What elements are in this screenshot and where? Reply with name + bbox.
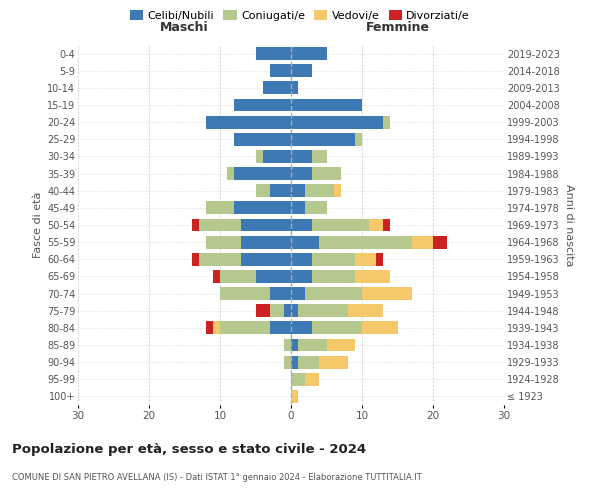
Bar — [291, 390, 298, 403]
Bar — [291, 356, 298, 368]
Bar — [362, 322, 398, 334]
Bar — [313, 150, 326, 163]
Bar — [241, 218, 291, 232]
Text: COMUNE DI SAN PIETRO AVELLANA (IS) - Dati ISTAT 1° gennaio 2024 - Elaborazione T: COMUNE DI SAN PIETRO AVELLANA (IS) - Dat… — [12, 472, 422, 482]
Bar — [313, 270, 355, 283]
Bar — [263, 82, 291, 94]
Bar — [256, 47, 291, 60]
Bar — [291, 218, 313, 232]
Bar — [284, 338, 291, 351]
Bar — [291, 338, 298, 351]
Bar — [313, 322, 362, 334]
Bar — [206, 236, 241, 248]
Text: Femmine: Femmine — [365, 21, 430, 34]
Legend: Celibi/Nubili, Coniugati/e, Vedovi/e, Divorziati/e: Celibi/Nubili, Coniugati/e, Vedovi/e, Di… — [125, 6, 475, 25]
Bar — [383, 218, 391, 232]
Bar — [291, 236, 319, 248]
Bar — [220, 270, 256, 283]
Bar — [291, 150, 313, 163]
Bar — [291, 373, 305, 386]
Bar — [234, 202, 291, 214]
Bar — [355, 133, 362, 145]
Bar — [199, 253, 241, 266]
Bar — [199, 218, 241, 232]
Bar — [291, 98, 362, 112]
Bar — [291, 167, 313, 180]
Bar — [291, 304, 298, 317]
Bar — [263, 150, 291, 163]
Bar — [376, 253, 383, 266]
Bar — [298, 304, 348, 317]
Bar — [291, 82, 298, 94]
Bar — [313, 253, 355, 266]
Bar — [291, 184, 305, 197]
Bar — [355, 253, 376, 266]
Bar — [348, 304, 383, 317]
Bar — [291, 253, 313, 266]
Bar — [383, 116, 391, 128]
Bar — [256, 304, 270, 317]
Bar — [241, 253, 291, 266]
Bar — [291, 47, 326, 60]
Bar — [369, 218, 383, 232]
Bar — [284, 356, 291, 368]
Bar — [362, 287, 412, 300]
Bar — [305, 287, 362, 300]
Text: Maschi: Maschi — [160, 21, 209, 34]
Bar — [334, 184, 341, 197]
Bar — [291, 322, 313, 334]
Bar — [355, 270, 391, 283]
Bar — [298, 338, 326, 351]
Bar — [319, 356, 348, 368]
Bar — [313, 218, 369, 232]
Y-axis label: Anni di nascita: Anni di nascita — [564, 184, 574, 266]
Bar — [291, 287, 305, 300]
Bar — [291, 270, 313, 283]
Bar — [305, 184, 334, 197]
Bar — [291, 116, 383, 128]
Bar — [305, 373, 319, 386]
Bar — [206, 202, 234, 214]
Bar — [298, 356, 319, 368]
Bar — [256, 150, 263, 163]
Bar — [433, 236, 447, 248]
Bar — [206, 322, 213, 334]
Bar — [270, 304, 284, 317]
Bar — [270, 287, 291, 300]
Bar — [256, 270, 291, 283]
Bar — [284, 304, 291, 317]
Bar — [270, 64, 291, 77]
Bar — [270, 184, 291, 197]
Bar — [213, 270, 220, 283]
Bar — [291, 133, 355, 145]
Bar — [412, 236, 433, 248]
Bar — [234, 98, 291, 112]
Bar — [270, 322, 291, 334]
Bar — [241, 236, 291, 248]
Bar — [191, 253, 199, 266]
Bar — [256, 184, 270, 197]
Bar — [326, 338, 355, 351]
Bar — [220, 287, 270, 300]
Bar — [191, 218, 199, 232]
Bar — [291, 202, 305, 214]
Bar — [206, 116, 291, 128]
Bar — [305, 202, 326, 214]
Bar — [234, 167, 291, 180]
Text: Popolazione per età, sesso e stato civile - 2024: Popolazione per età, sesso e stato civil… — [12, 442, 366, 456]
Bar — [227, 167, 234, 180]
Bar — [234, 133, 291, 145]
Y-axis label: Fasce di età: Fasce di età — [32, 192, 43, 258]
Bar — [291, 64, 313, 77]
Bar — [319, 236, 412, 248]
Bar — [220, 322, 270, 334]
Bar — [313, 167, 341, 180]
Bar — [213, 322, 220, 334]
